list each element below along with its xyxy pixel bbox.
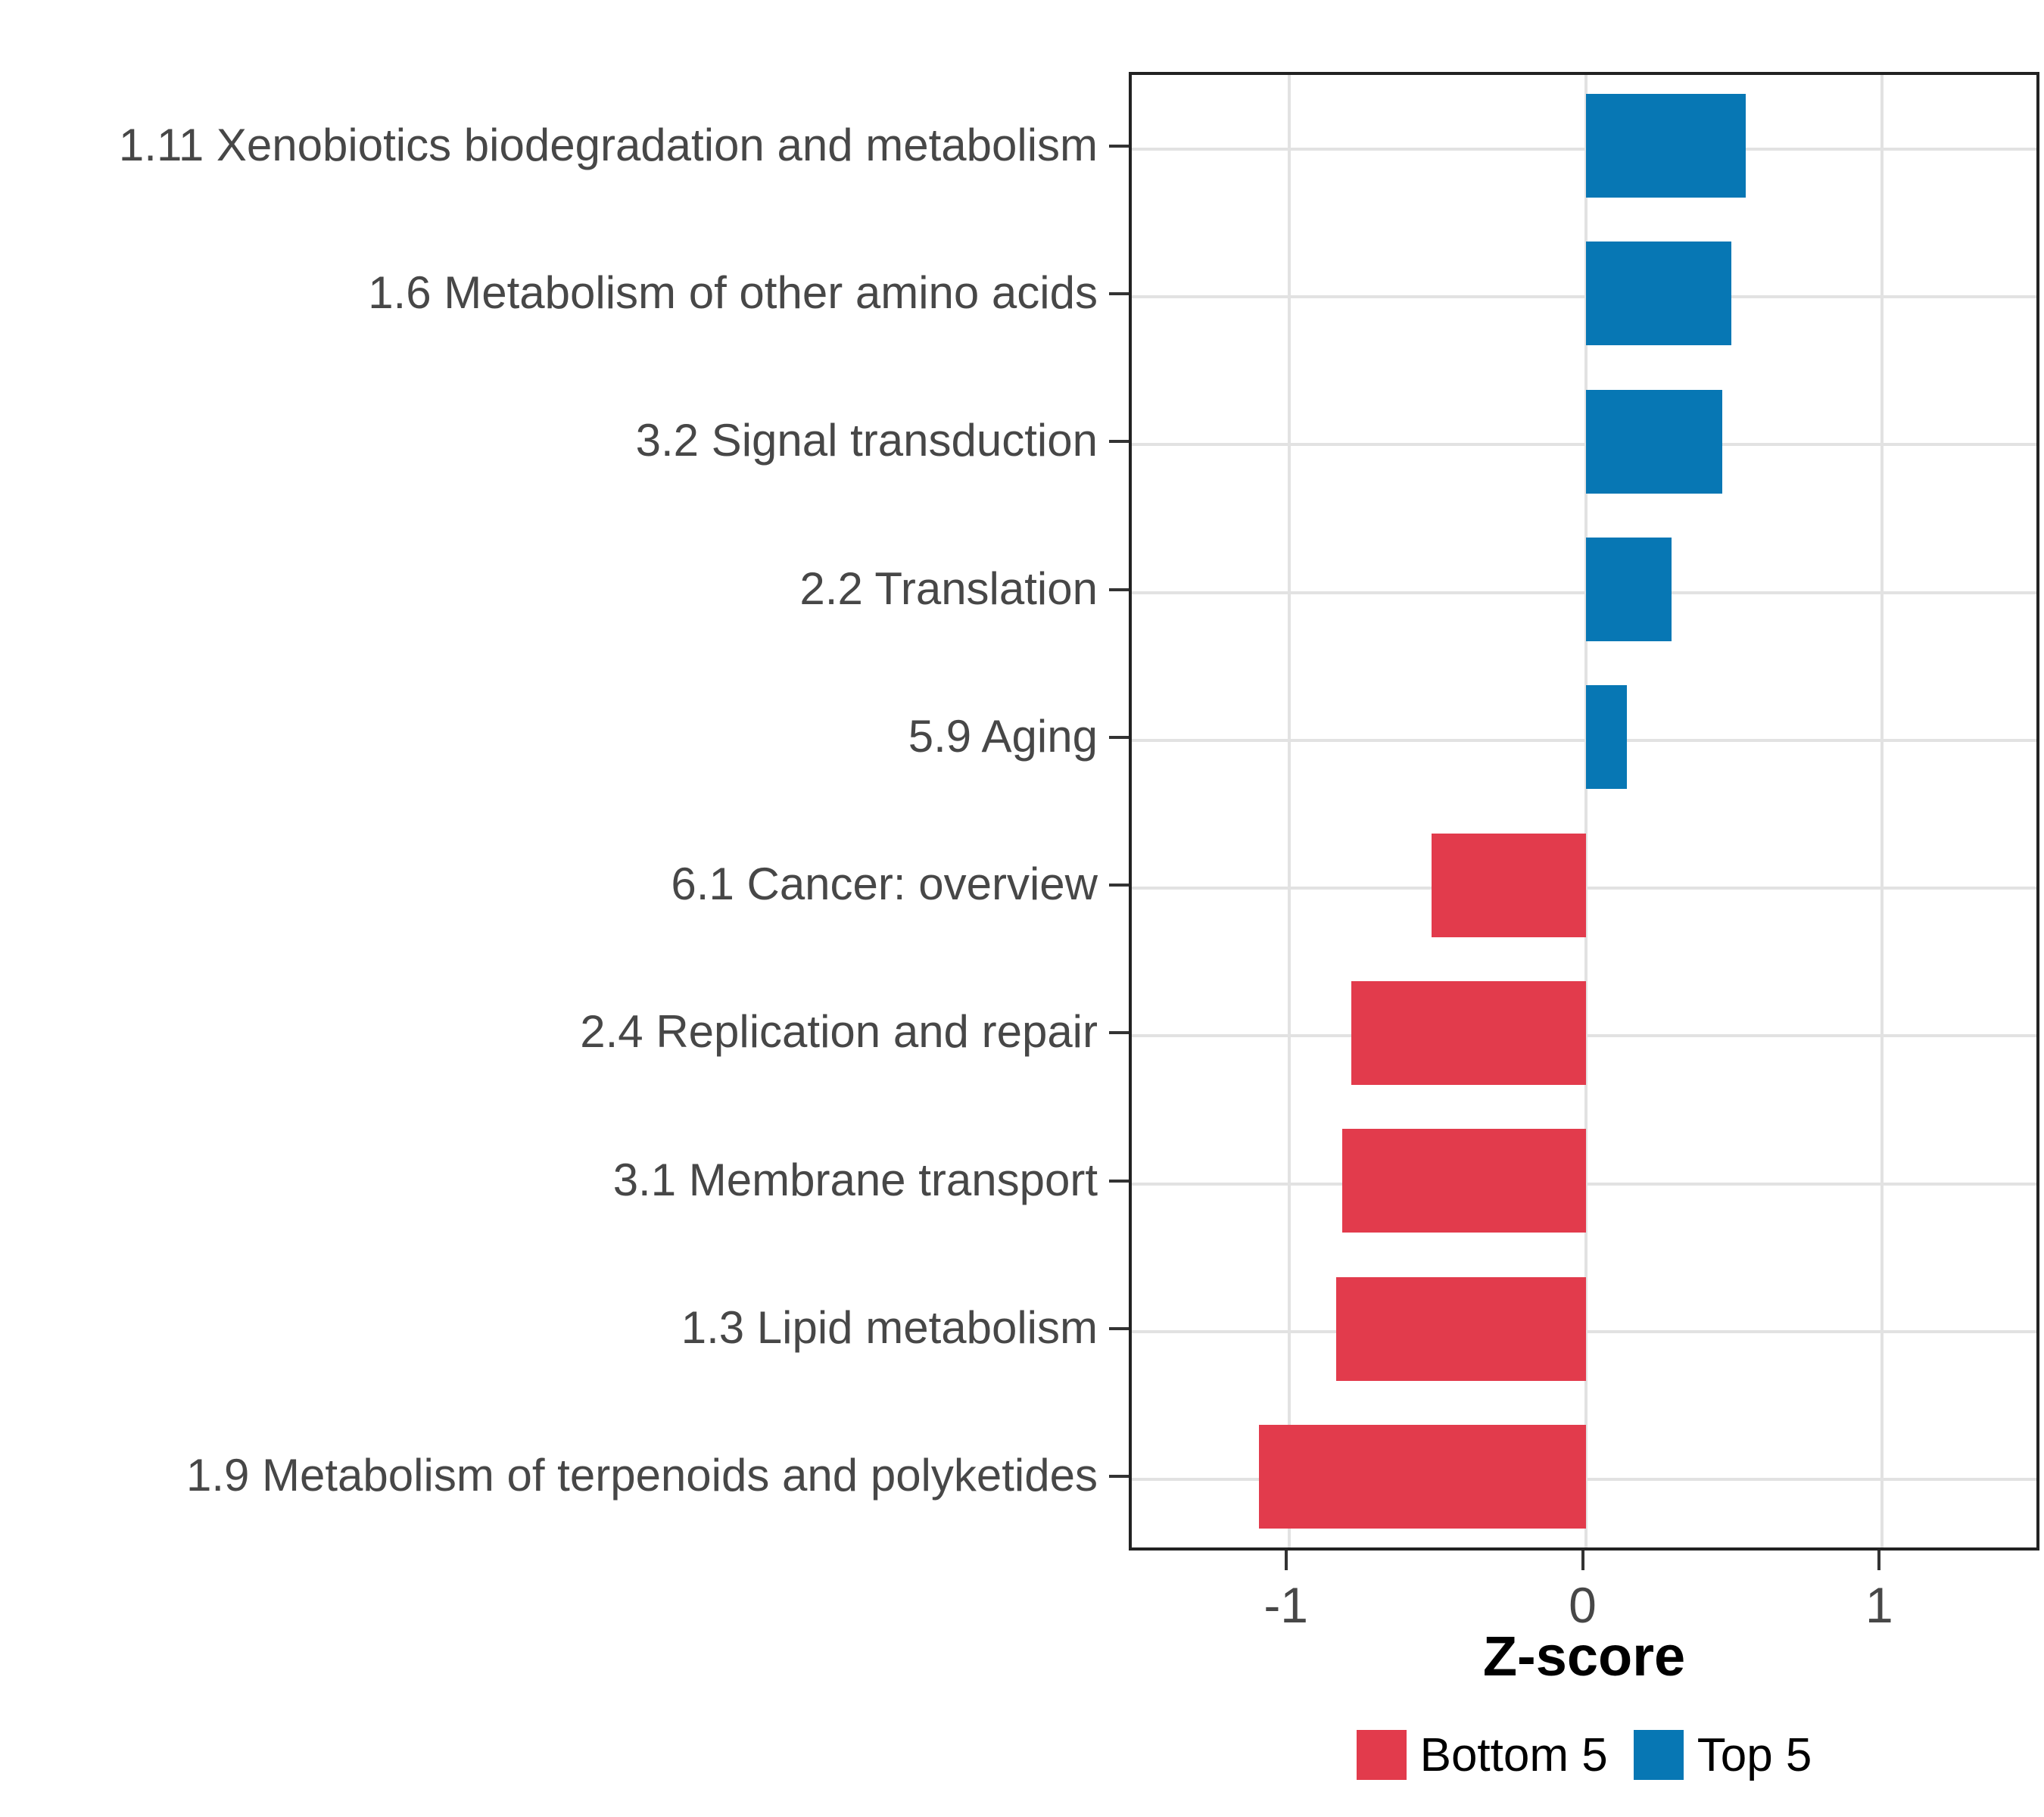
y-tick [1109,1327,1129,1331]
x-tick [1284,1551,1288,1570]
y-tick [1109,884,1129,887]
h-gridline [1132,295,2036,298]
category-label: 1.9 Metabolism of terpenoids and polyket… [185,1450,1098,1501]
legend-key-top5-swatch [1633,1730,1684,1780]
category-label: 6.1 Cancer: overview [671,859,1098,910]
category-label: 1.11 Xenobiotics biodegradation and meta… [118,119,1098,170]
legend-label-bottom5: Bottom 5 [1419,1728,1608,1781]
h-gridline [1132,738,2036,742]
v-gridline [1287,75,1291,1547]
bar-positive [1585,242,1731,346]
x-axis-title: Z-score [1482,1625,1686,1688]
category-label: 2.4 Replication and repair [580,1006,1098,1058]
bar-positive [1585,538,1672,642]
bar-positive [1585,389,1722,494]
category-label: 3.1 Membrane transport [612,1154,1098,1205]
v-gridline [1584,75,1588,1547]
category-label: 5.9 Aging [908,710,1098,762]
y-tick [1109,291,1129,295]
h-gridline [1132,591,2036,594]
y-tick [1109,440,1129,444]
bar-positive [1585,94,1746,198]
x-tick [1581,1551,1584,1570]
y-tick [1109,1475,1129,1479]
legend-entry-top5: Top 5 [1633,1728,1812,1782]
bar-negative [1351,980,1586,1085]
category-label: 3.2 Signal transduction [635,415,1098,466]
legend-key-bottom5-swatch [1356,1730,1407,1780]
y-tick [1109,144,1129,148]
category-label: 2.2 Translation [799,563,1098,614]
bar-negative [1259,1424,1586,1529]
category-label: 1.3 Lipid metabolism [681,1302,1098,1354]
x-tick-label: 0 [1569,1577,1597,1633]
bar-negative [1431,833,1586,937]
y-tick [1109,1179,1129,1183]
legend-entry-bottom5: Bottom 5 [1356,1728,1608,1782]
bar-positive [1585,685,1628,790]
legend: Bottom 5 Top 5 [1129,1725,2039,1785]
v-gridline [1880,75,1884,1547]
y-tick [1109,735,1129,739]
y-tick [1109,587,1129,591]
h-gridline [1132,147,2036,151]
h-gridline [1132,443,2036,447]
x-tick [1877,1551,1881,1570]
bar-negative [1336,1276,1586,1381]
plot-panel [1129,72,2039,1551]
bar-negative [1342,1129,1586,1233]
category-label: 1.6 Metabolism of other amino acids [368,267,1098,319]
x-tick-label: -1 [1263,1577,1309,1633]
x-tick-label: 1 [1865,1577,1893,1633]
y-tick [1109,1031,1129,1035]
legend-label-top5: Top 5 [1697,1728,1812,1781]
